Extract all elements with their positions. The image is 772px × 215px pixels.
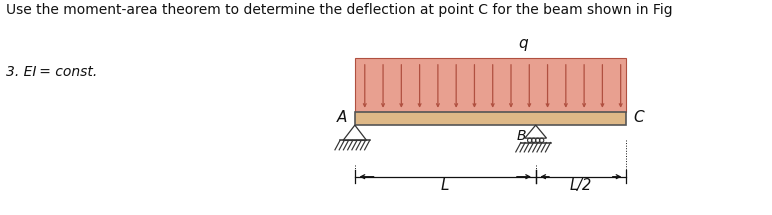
Text: q: q <box>518 36 528 51</box>
Text: A: A <box>337 109 347 124</box>
Text: L: L <box>441 178 449 193</box>
Text: C: C <box>633 109 644 124</box>
Text: L/2: L/2 <box>570 178 592 193</box>
Text: Use the moment-area theorem to determine the deflection at point C for the beam : Use the moment-area theorem to determine… <box>6 3 673 17</box>
Bar <box>355 112 626 125</box>
Text: B: B <box>516 129 526 143</box>
Bar <box>355 58 626 112</box>
Text: 3. EI = const.: 3. EI = const. <box>6 64 97 78</box>
